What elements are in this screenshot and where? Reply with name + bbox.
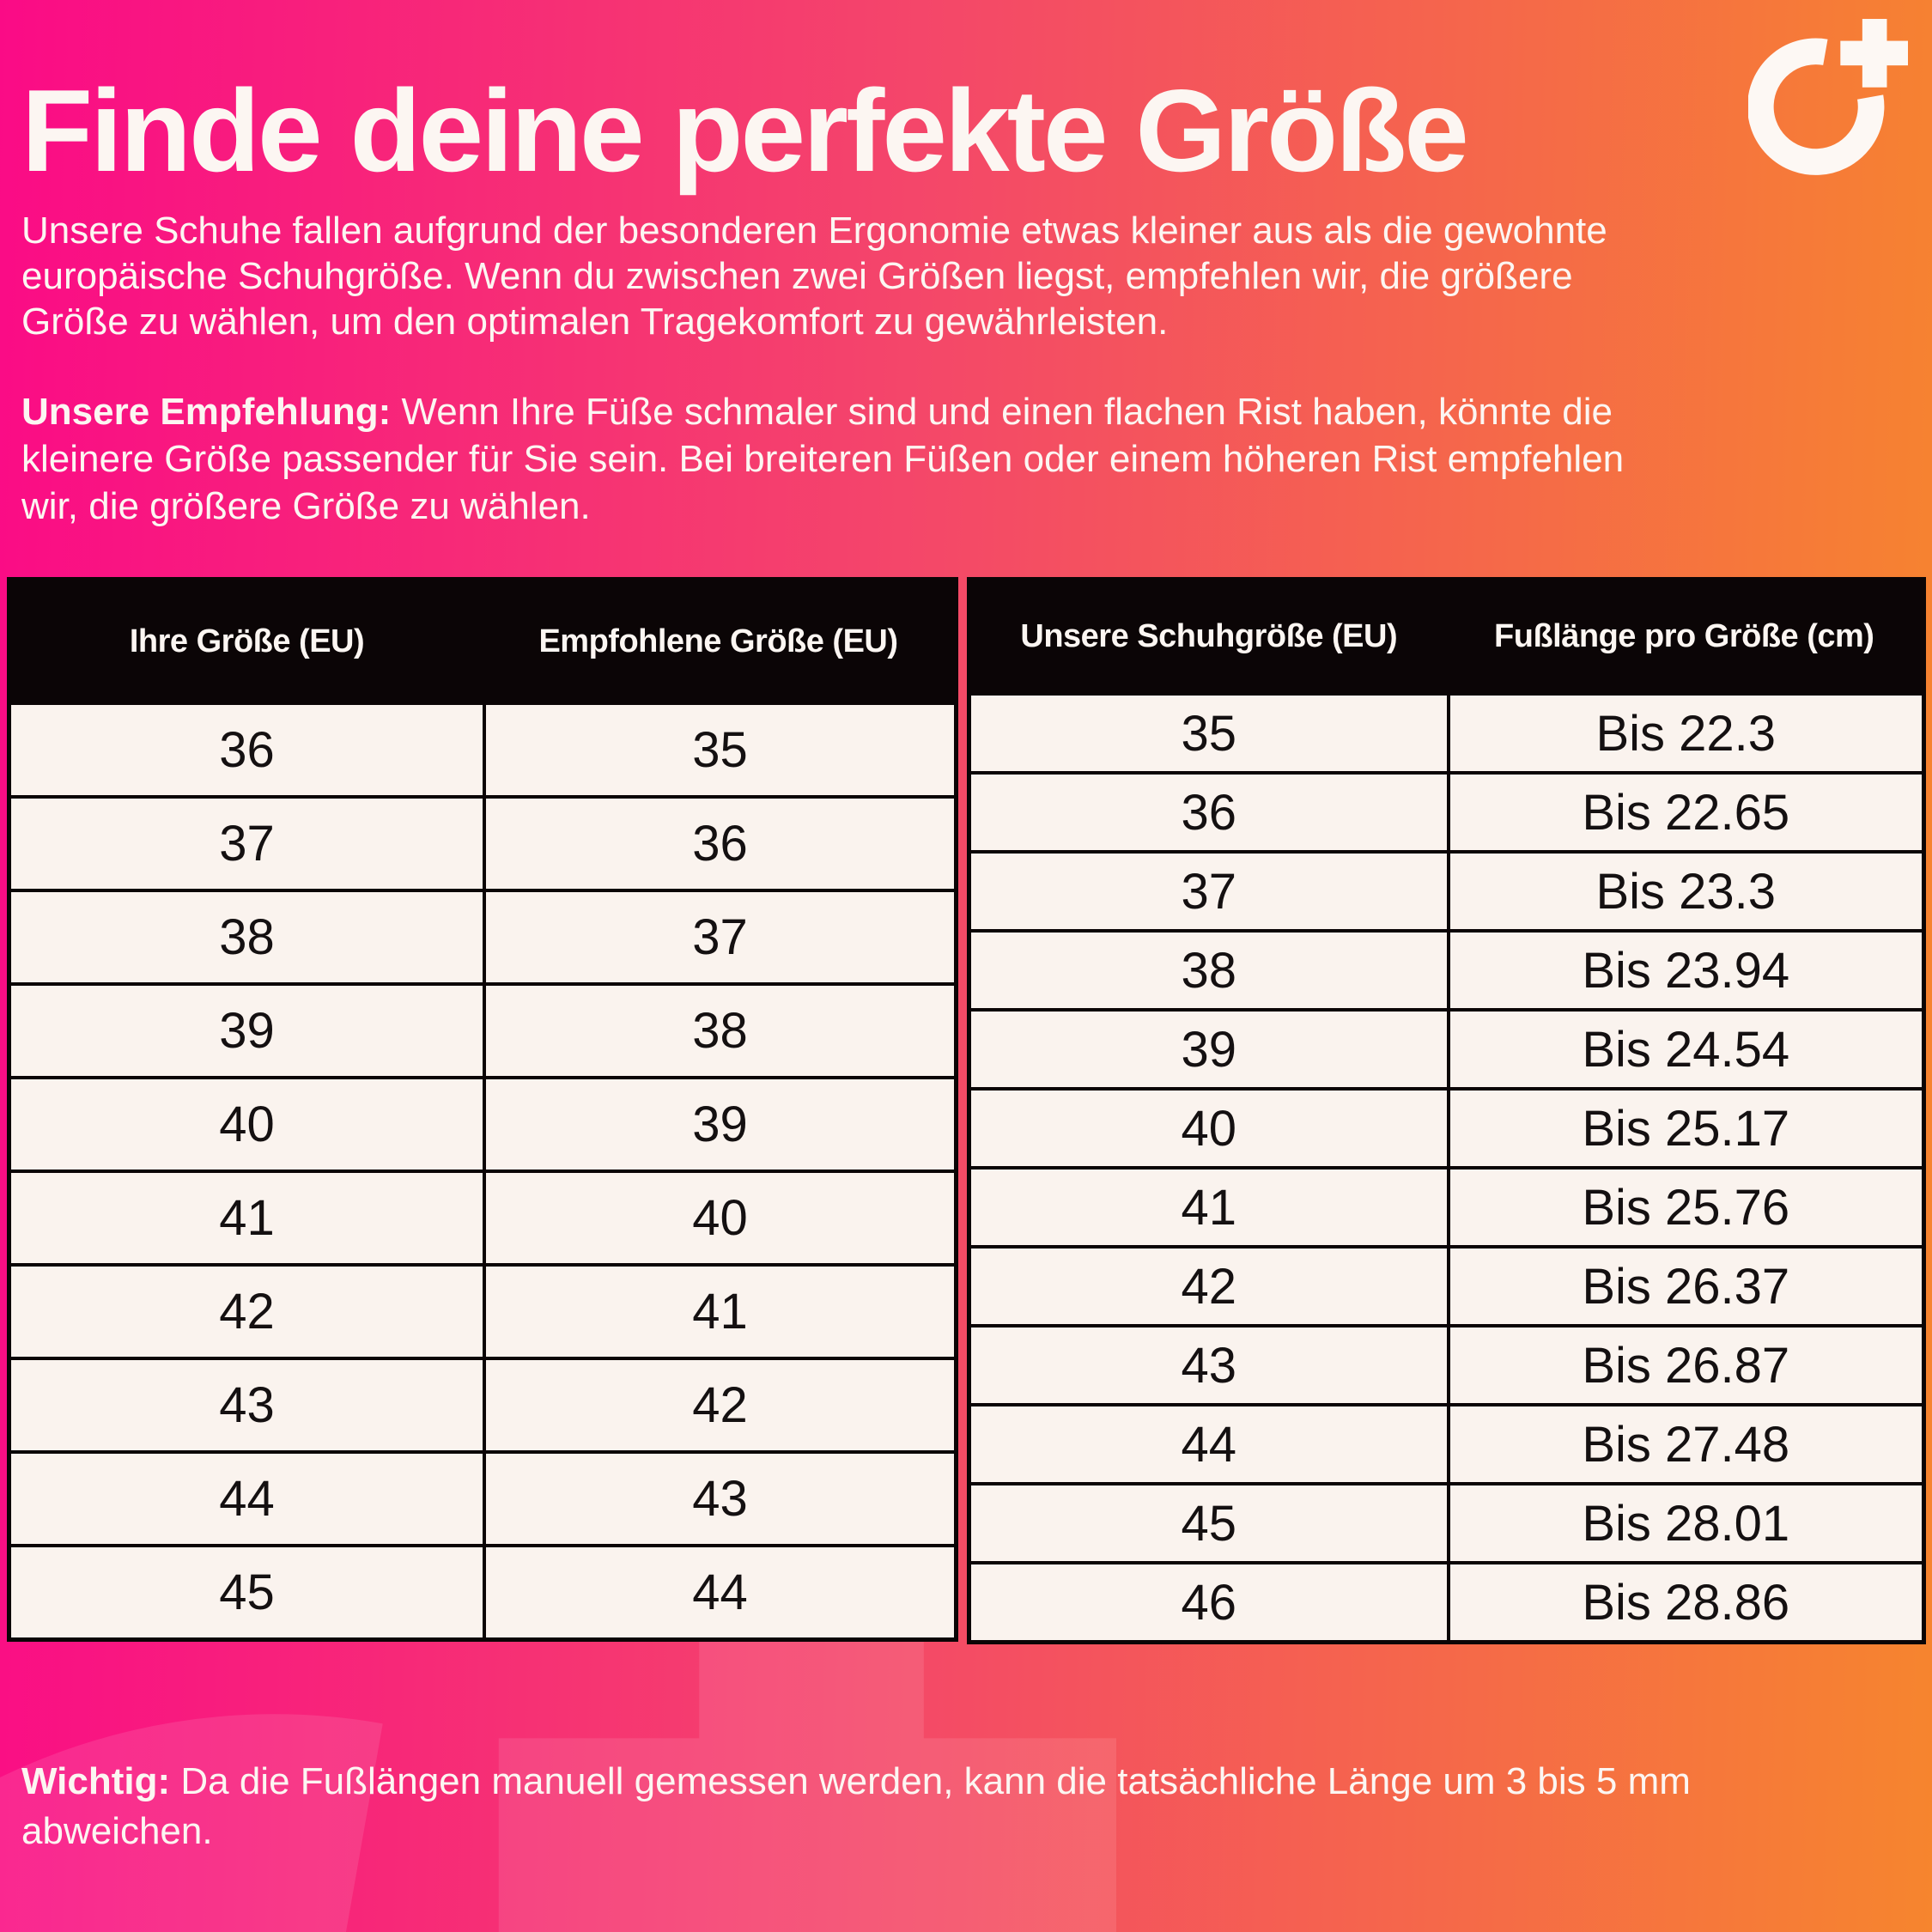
- table-row: 45 44: [11, 1544, 954, 1637]
- table-row: 43 42: [11, 1357, 954, 1450]
- table-cell: 38: [1181, 942, 1236, 999]
- table-row: 40 39: [11, 1076, 954, 1170]
- table-cell: 37: [483, 892, 954, 982]
- table-cell: 42: [1181, 1258, 1236, 1315]
- table-row: 36 Bis 22.65: [971, 771, 1922, 850]
- size-conversion-table-body: 36 35 37 36 38 37 39 38 40 39 41 40 42 41 43 42 44 43 45 44: [11, 702, 954, 1637]
- table-cell: 41: [483, 1267, 954, 1357]
- foot-length-table: Unsere Schuhgröße (EU) Fußlänge pro Größ…: [967, 577, 1926, 1644]
- important-note-label: Wichtig:: [21, 1760, 171, 1802]
- table-cell: Bis 25.17: [1446, 1091, 1923, 1166]
- table-cell: Bis 22.65: [1446, 775, 1923, 850]
- table-cell: 40: [1181, 1100, 1236, 1157]
- column-header-foot-length: Fußlänge pro Größe (cm): [1494, 618, 1874, 654]
- size-conversion-table: Ihre Größe (EU) Empfohlene Größe (EU) 36…: [7, 577, 958, 1642]
- table-row: 37 36: [11, 795, 954, 889]
- table-cell: 40: [483, 1173, 954, 1263]
- table-cell: 35: [1181, 705, 1236, 762]
- table-cell: 41: [219, 1190, 275, 1246]
- table-cell: Bis 22.3: [1446, 696, 1923, 771]
- table-cell: Bis 25.76: [1446, 1170, 1923, 1245]
- size-conversion-table-header: Ihre Größe (EU) Empfohlene Größe (EU): [11, 581, 954, 702]
- table-cell: 36: [1181, 784, 1236, 841]
- table-cell: 44: [483, 1547, 954, 1637]
- table-cell: 44: [219, 1471, 275, 1527]
- table-row: 39 Bis 24.54: [971, 1008, 1922, 1087]
- column-header-recommended-size: Empfohlene Größe (EU): [538, 623, 898, 659]
- table-cell: Bis 26.87: [1446, 1327, 1923, 1403]
- column-header-our-shoe-size: Unsere Schuhgröße (EU): [1020, 618, 1398, 654]
- table-row: 38 37: [11, 889, 954, 982]
- table-cell: 36: [219, 722, 275, 778]
- table-cell: 43: [1181, 1337, 1236, 1394]
- table-row: 44 Bis 27.48: [971, 1403, 1922, 1482]
- table-cell: 37: [219, 816, 275, 872]
- table-row: 38 Bis 23.94: [971, 929, 1922, 1008]
- column-header-your-size: Ihre Größe (EU): [129, 623, 365, 659]
- table-cell: 43: [219, 1377, 275, 1433]
- page-title: Finde deine perfekte Größe: [21, 65, 1469, 196]
- table-cell: 39: [483, 1079, 954, 1170]
- table-row: 37 Bis 23.3: [971, 850, 1922, 929]
- table-cell: 35: [483, 705, 954, 795]
- table-row: 39 38: [11, 982, 954, 1076]
- table-cell: 43: [483, 1454, 954, 1544]
- table-cell: 37: [1181, 863, 1236, 920]
- table-row: 36 35: [11, 702, 954, 795]
- important-note: Wichtig: Da die Fußlängen manuell gemess…: [21, 1757, 1919, 1856]
- table-cell: 36: [483, 799, 954, 889]
- table-row: 46 Bis 28.86: [971, 1561, 1922, 1640]
- intro-text: Unsere Schuhe fallen aufgrund der besond…: [21, 210, 1607, 343]
- table-cell: 42: [219, 1284, 275, 1340]
- table-cell: Bis 26.37: [1446, 1249, 1923, 1324]
- table-row: 45 Bis 28.01: [971, 1482, 1922, 1561]
- table-cell: Bis 23.3: [1446, 854, 1923, 929]
- brand-o-plus-logo-icon: [1748, 19, 1908, 175]
- table-cell: 42: [483, 1360, 954, 1450]
- important-note-body: Da die Fußlängen manuell gemessen werden…: [21, 1760, 1691, 1852]
- table-cell: Bis 28.01: [1446, 1485, 1923, 1561]
- table-row: 44 43: [11, 1450, 954, 1544]
- table-cell: Bis 27.48: [1446, 1406, 1923, 1482]
- foot-length-table-body: 35 Bis 22.3 36 Bis 22.65 37 Bis 23.3 38 Bis 23.…: [971, 692, 1922, 1640]
- table-cell: Bis 24.54: [1446, 1012, 1923, 1087]
- table-cell: 45: [1181, 1495, 1236, 1552]
- recommendation-label: Unsere Empfehlung:: [21, 391, 392, 433]
- foot-length-table-header: Unsere Schuhgröße (EU) Fußlänge pro Größ…: [971, 581, 1922, 692]
- table-row: 43 Bis 26.87: [971, 1324, 1922, 1403]
- table-cell: 46: [1181, 1574, 1236, 1631]
- table-cell: 38: [483, 986, 954, 1076]
- recommendation-body: Wenn Ihre Füße schmaler sind und einen f…: [21, 391, 1625, 527]
- table-cell: 45: [219, 1564, 275, 1620]
- table-cell: 39: [219, 1003, 275, 1059]
- table-row: 35 Bis 22.3: [971, 692, 1922, 771]
- table-row: 41 40: [11, 1170, 954, 1263]
- table-row: 40 Bis 25.17: [971, 1087, 1922, 1166]
- table-cell: Bis 23.94: [1446, 933, 1923, 1008]
- table-cell: 40: [219, 1097, 275, 1152]
- table-row: 42 41: [11, 1263, 954, 1357]
- table-cell: 41: [1181, 1179, 1236, 1236]
- table-row: 42 Bis 26.37: [971, 1245, 1922, 1324]
- recommendation-text: Unsere Empfehlung: Wenn Ihre Füße schmal…: [21, 388, 1919, 530]
- table-row: 41 Bis 25.76: [971, 1166, 1922, 1245]
- table-cell: 39: [1181, 1021, 1236, 1078]
- table-cell: 38: [219, 909, 275, 965]
- table-cell: Bis 28.86: [1446, 1564, 1923, 1640]
- table-cell: 44: [1181, 1416, 1236, 1473]
